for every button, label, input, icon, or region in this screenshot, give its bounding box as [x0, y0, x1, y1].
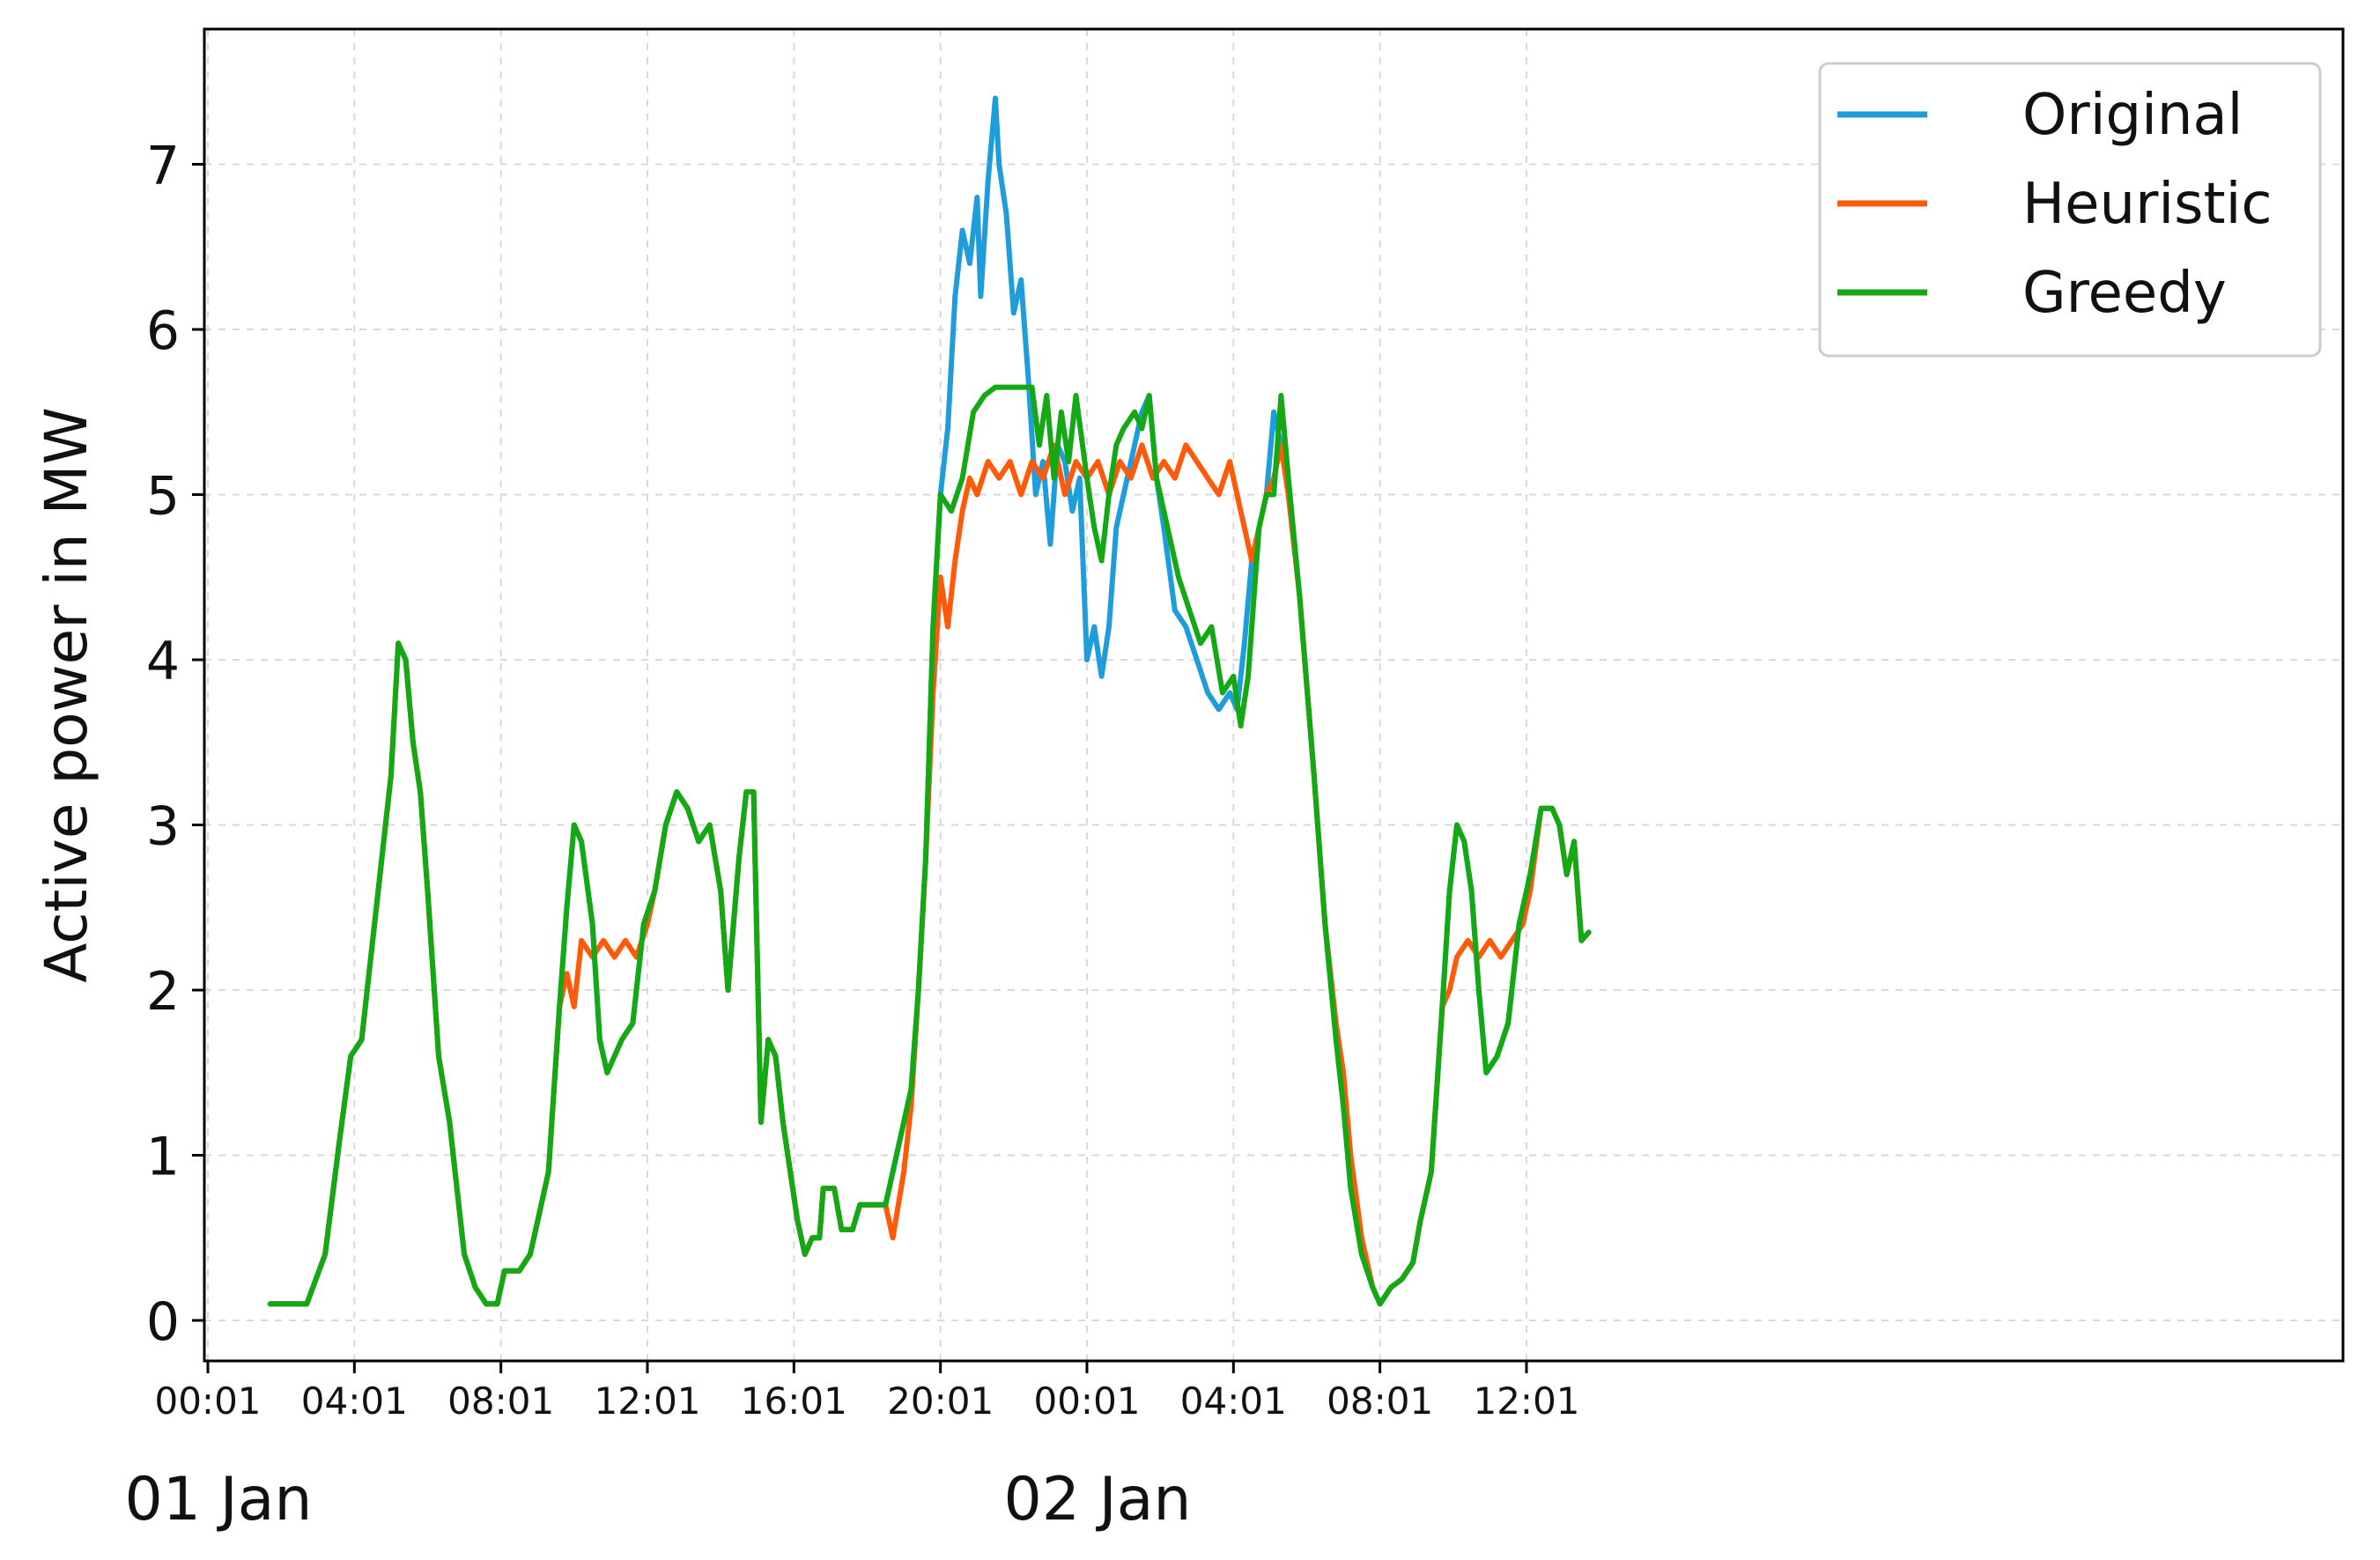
y-tick-label: 4: [146, 631, 180, 692]
y-axis-label: Active power in MW: [33, 407, 100, 982]
x-tick-label: 00:01: [154, 1379, 261, 1423]
y-tick-label: 6: [146, 300, 180, 362]
y-tick-label: 3: [146, 796, 180, 858]
legend-label: Heuristic: [2022, 172, 2273, 237]
x-tick-label: 04:01: [1180, 1379, 1287, 1423]
y-axis: 0 1 2 3 4 5 6 7: [146, 136, 204, 1353]
y-tick-label: 7: [146, 136, 180, 197]
series-line-heuristic: [267, 442, 1592, 1307]
series-line-greedy: [267, 384, 1592, 1307]
legend-label: Greedy: [2022, 261, 2227, 326]
x-tick-label: 16:01: [741, 1379, 847, 1423]
x-tick-label: 08:01: [447, 1379, 554, 1423]
series-layer: [267, 95, 1592, 1307]
legend-label: Original: [2022, 83, 2243, 148]
x-tick-label: 08:01: [1327, 1379, 1433, 1423]
y-tick-label: 2: [146, 961, 180, 1023]
x-axis: 00:01 04:01 08:01 12:01 16:01 20:01 00:01 04:01…: [154, 1361, 1580, 1423]
y-tick-label: 0: [146, 1291, 180, 1353]
plot-frame: [203, 27, 2345, 1363]
y-tick-label: 1: [146, 1127, 180, 1188]
x-tick-label: 04:01: [301, 1379, 408, 1423]
date-label: 01 Jan: [125, 1465, 313, 1534]
x-tick-label: 12:01: [594, 1379, 700, 1423]
date-labels: 01 Jan 02 Jan: [125, 1465, 1192, 1534]
legend: Original Heuristic Greedy: [1818, 62, 2322, 358]
y-tick-label: 5: [146, 466, 180, 528]
x-tick-label: 12:01: [1473, 1379, 1579, 1423]
legend-box: [1818, 62, 2322, 358]
date-label: 02 Jan: [1004, 1465, 1192, 1534]
x-tick-label: 20:01: [887, 1379, 994, 1423]
x-tick-label: 00:01: [1033, 1379, 1140, 1423]
